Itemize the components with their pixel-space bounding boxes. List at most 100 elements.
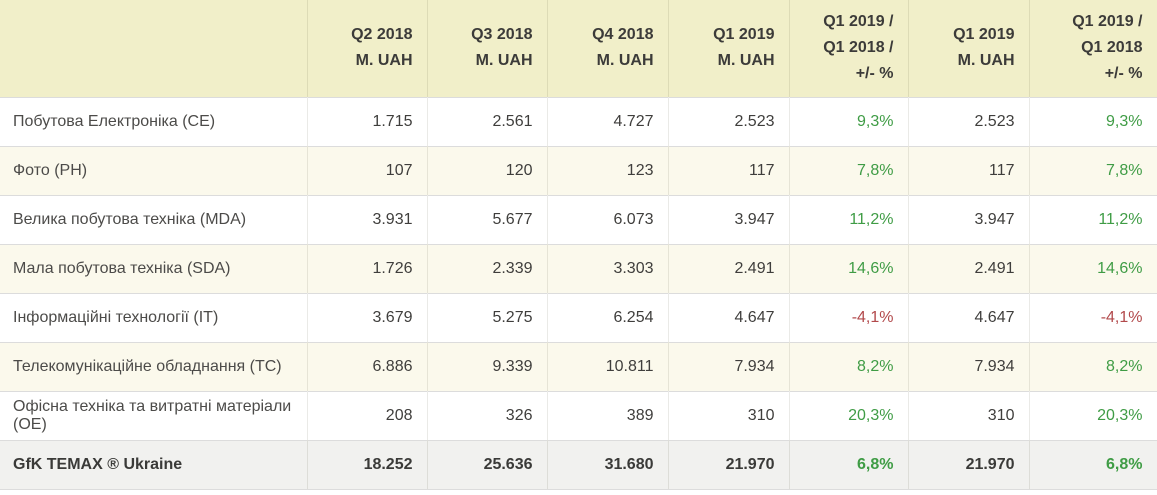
column-header-line: M. UAH xyxy=(717,52,775,70)
row-label: Телекомунікаційне обладнання (TC) xyxy=(0,341,308,391)
column-header-q3-2018: Q3 2018 M. UAH xyxy=(427,0,548,97)
column-header-q1-2019: Q1 2019 M. UAH xyxy=(668,0,790,97)
table-row-oe: Офісна техніка та витратні матеріали (OE… xyxy=(0,390,1157,440)
cell-percent: 6,8% xyxy=(1029,439,1157,490)
column-header-q1-change-pct: Q1 2019 / Q1 2018 / +/- % xyxy=(789,0,909,97)
column-header-line: M. UAH xyxy=(957,52,1015,70)
table-row-it: Інформаційні технології (IT) 3.679 5.275… xyxy=(0,292,1157,342)
cell-value: 310 xyxy=(908,390,1030,440)
cell-value: 5.677 xyxy=(427,194,548,244)
cell-value: 2.491 xyxy=(668,243,790,293)
row-label: GfK TEMAX ® Ukraine xyxy=(0,439,308,490)
column-header-line: Q3 2018 xyxy=(471,26,533,44)
column-header-line: M. UAH xyxy=(596,52,654,70)
cell-percent: 20,3% xyxy=(1029,390,1157,440)
cell-value: 310 xyxy=(668,390,790,440)
cell-value: 31.680 xyxy=(547,439,669,490)
column-header-q1-change-pct-repeat: Q1 2019 / Q1 2018 +/- % xyxy=(1029,0,1157,97)
cell-value: 3.679 xyxy=(307,292,428,342)
cell-percent: 9,3% xyxy=(789,96,909,146)
cell-value: 3.947 xyxy=(908,194,1030,244)
row-label: Мала побутова техніка (SDA) xyxy=(0,243,308,293)
cell-value: 9.339 xyxy=(427,341,548,391)
cell-percent: 14,6% xyxy=(789,243,909,293)
table-row-sda: Мала побутова техніка (SDA) 1.726 2.339 … xyxy=(0,243,1157,293)
column-header-line: Q4 2018 xyxy=(592,26,654,44)
cell-percent: 11,2% xyxy=(789,194,909,244)
column-header-line: Q1 2018 / xyxy=(823,39,894,57)
column-header-line: Q2 2018 xyxy=(351,26,413,44)
table-body: Побутова Електроніка (CE) 1.715 2.561 4.… xyxy=(0,96,1157,490)
cell-value: 18.252 xyxy=(307,439,428,490)
cell-percent: 14,6% xyxy=(1029,243,1157,293)
row-label: Інформаційні технології (IT) xyxy=(0,292,308,342)
cell-value: 21.970 xyxy=(908,439,1030,490)
cell-value: 123 xyxy=(547,145,669,195)
cell-value: 2.339 xyxy=(427,243,548,293)
cell-value: 117 xyxy=(668,145,790,195)
cell-value: 1.715 xyxy=(307,96,428,146)
cell-value: 3.303 xyxy=(547,243,669,293)
cell-value: 107 xyxy=(307,145,428,195)
table-header: Q2 2018 M. UAH Q3 2018 M. UAH Q4 2018 M.… xyxy=(0,0,1157,97)
column-header-line: Q1 2019 / xyxy=(823,13,894,31)
cell-value: 7.934 xyxy=(668,341,790,391)
column-header-line: Q1 2019 xyxy=(953,26,1015,44)
row-label: Побутова Електроніка (CE) xyxy=(0,96,308,146)
column-header-category xyxy=(0,0,308,97)
column-header-line: +/- % xyxy=(855,65,894,83)
column-header-q2-2018: Q2 2018 M. UAH xyxy=(307,0,428,97)
cell-value: 2.561 xyxy=(427,96,548,146)
column-header-line: Q1 2019 xyxy=(713,26,775,44)
cell-value: 120 xyxy=(427,145,548,195)
cell-percent: 20,3% xyxy=(789,390,909,440)
cell-percent: -4,1% xyxy=(1029,292,1157,342)
cell-percent: 7,8% xyxy=(789,145,909,195)
column-header-line: +/- % xyxy=(1104,65,1143,83)
column-header-line: Q1 2018 xyxy=(1081,39,1143,57)
cell-value: 4.727 xyxy=(547,96,669,146)
row-label: Велика побутова техніка (MDA) xyxy=(0,194,308,244)
cell-value: 2.491 xyxy=(908,243,1030,293)
cell-value: 117 xyxy=(908,145,1030,195)
cell-percent: 7,8% xyxy=(1029,145,1157,195)
table-row-mda: Велика побутова техніка (MDA) 3.931 5.67… xyxy=(0,194,1157,244)
cell-value: 6.073 xyxy=(547,194,669,244)
cell-value: 4.647 xyxy=(668,292,790,342)
cell-value: 2.523 xyxy=(908,96,1030,146)
row-label: Офісна техніка та витратні матеріали (OE… xyxy=(0,390,308,440)
cell-value: 25.636 xyxy=(427,439,548,490)
column-header-line: M. UAH xyxy=(475,52,533,70)
column-header-line: M. UAH xyxy=(355,52,413,70)
table-row-ph: Фото (PH) 107 120 123 117 7,8% 117 7,8% xyxy=(0,145,1157,195)
cell-value: 5.275 xyxy=(427,292,548,342)
cell-value: 6.886 xyxy=(307,341,428,391)
cell-value: 6.254 xyxy=(547,292,669,342)
column-header-q1-2019-repeat: Q1 2019 M. UAH xyxy=(908,0,1030,97)
cell-value: 1.726 xyxy=(307,243,428,293)
cell-percent: 8,2% xyxy=(1029,341,1157,391)
cell-value: 10.811 xyxy=(547,341,669,391)
cell-value: 3.931 xyxy=(307,194,428,244)
column-header-q4-2018: Q4 2018 M. UAH xyxy=(547,0,669,97)
cell-value: 21.970 xyxy=(668,439,790,490)
header-row: Q2 2018 M. UAH Q3 2018 M. UAH Q4 2018 M.… xyxy=(0,0,1157,97)
table-row-ce: Побутова Електроніка (CE) 1.715 2.561 4.… xyxy=(0,96,1157,146)
cell-percent: 11,2% xyxy=(1029,194,1157,244)
cell-value: 3.947 xyxy=(668,194,790,244)
cell-percent: 6,8% xyxy=(789,439,909,490)
cell-value: 7.934 xyxy=(908,341,1030,391)
column-header-line: Q1 2019 / xyxy=(1072,13,1143,31)
cell-value: 2.523 xyxy=(668,96,790,146)
table-row-total-gfk-temax: GfK TEMAX ® Ukraine 18.252 25.636 31.680… xyxy=(0,439,1157,490)
cell-value: 208 xyxy=(307,390,428,440)
cell-percent: 9,3% xyxy=(1029,96,1157,146)
table-row-tc: Телекомунікаційне обладнання (TC) 6.886 … xyxy=(0,341,1157,391)
row-label: Фото (PH) xyxy=(0,145,308,195)
cell-percent: -4,1% xyxy=(789,292,909,342)
cell-value: 389 xyxy=(547,390,669,440)
cell-value: 326 xyxy=(427,390,548,440)
cell-percent: 8,2% xyxy=(789,341,909,391)
cell-value: 4.647 xyxy=(908,292,1030,342)
